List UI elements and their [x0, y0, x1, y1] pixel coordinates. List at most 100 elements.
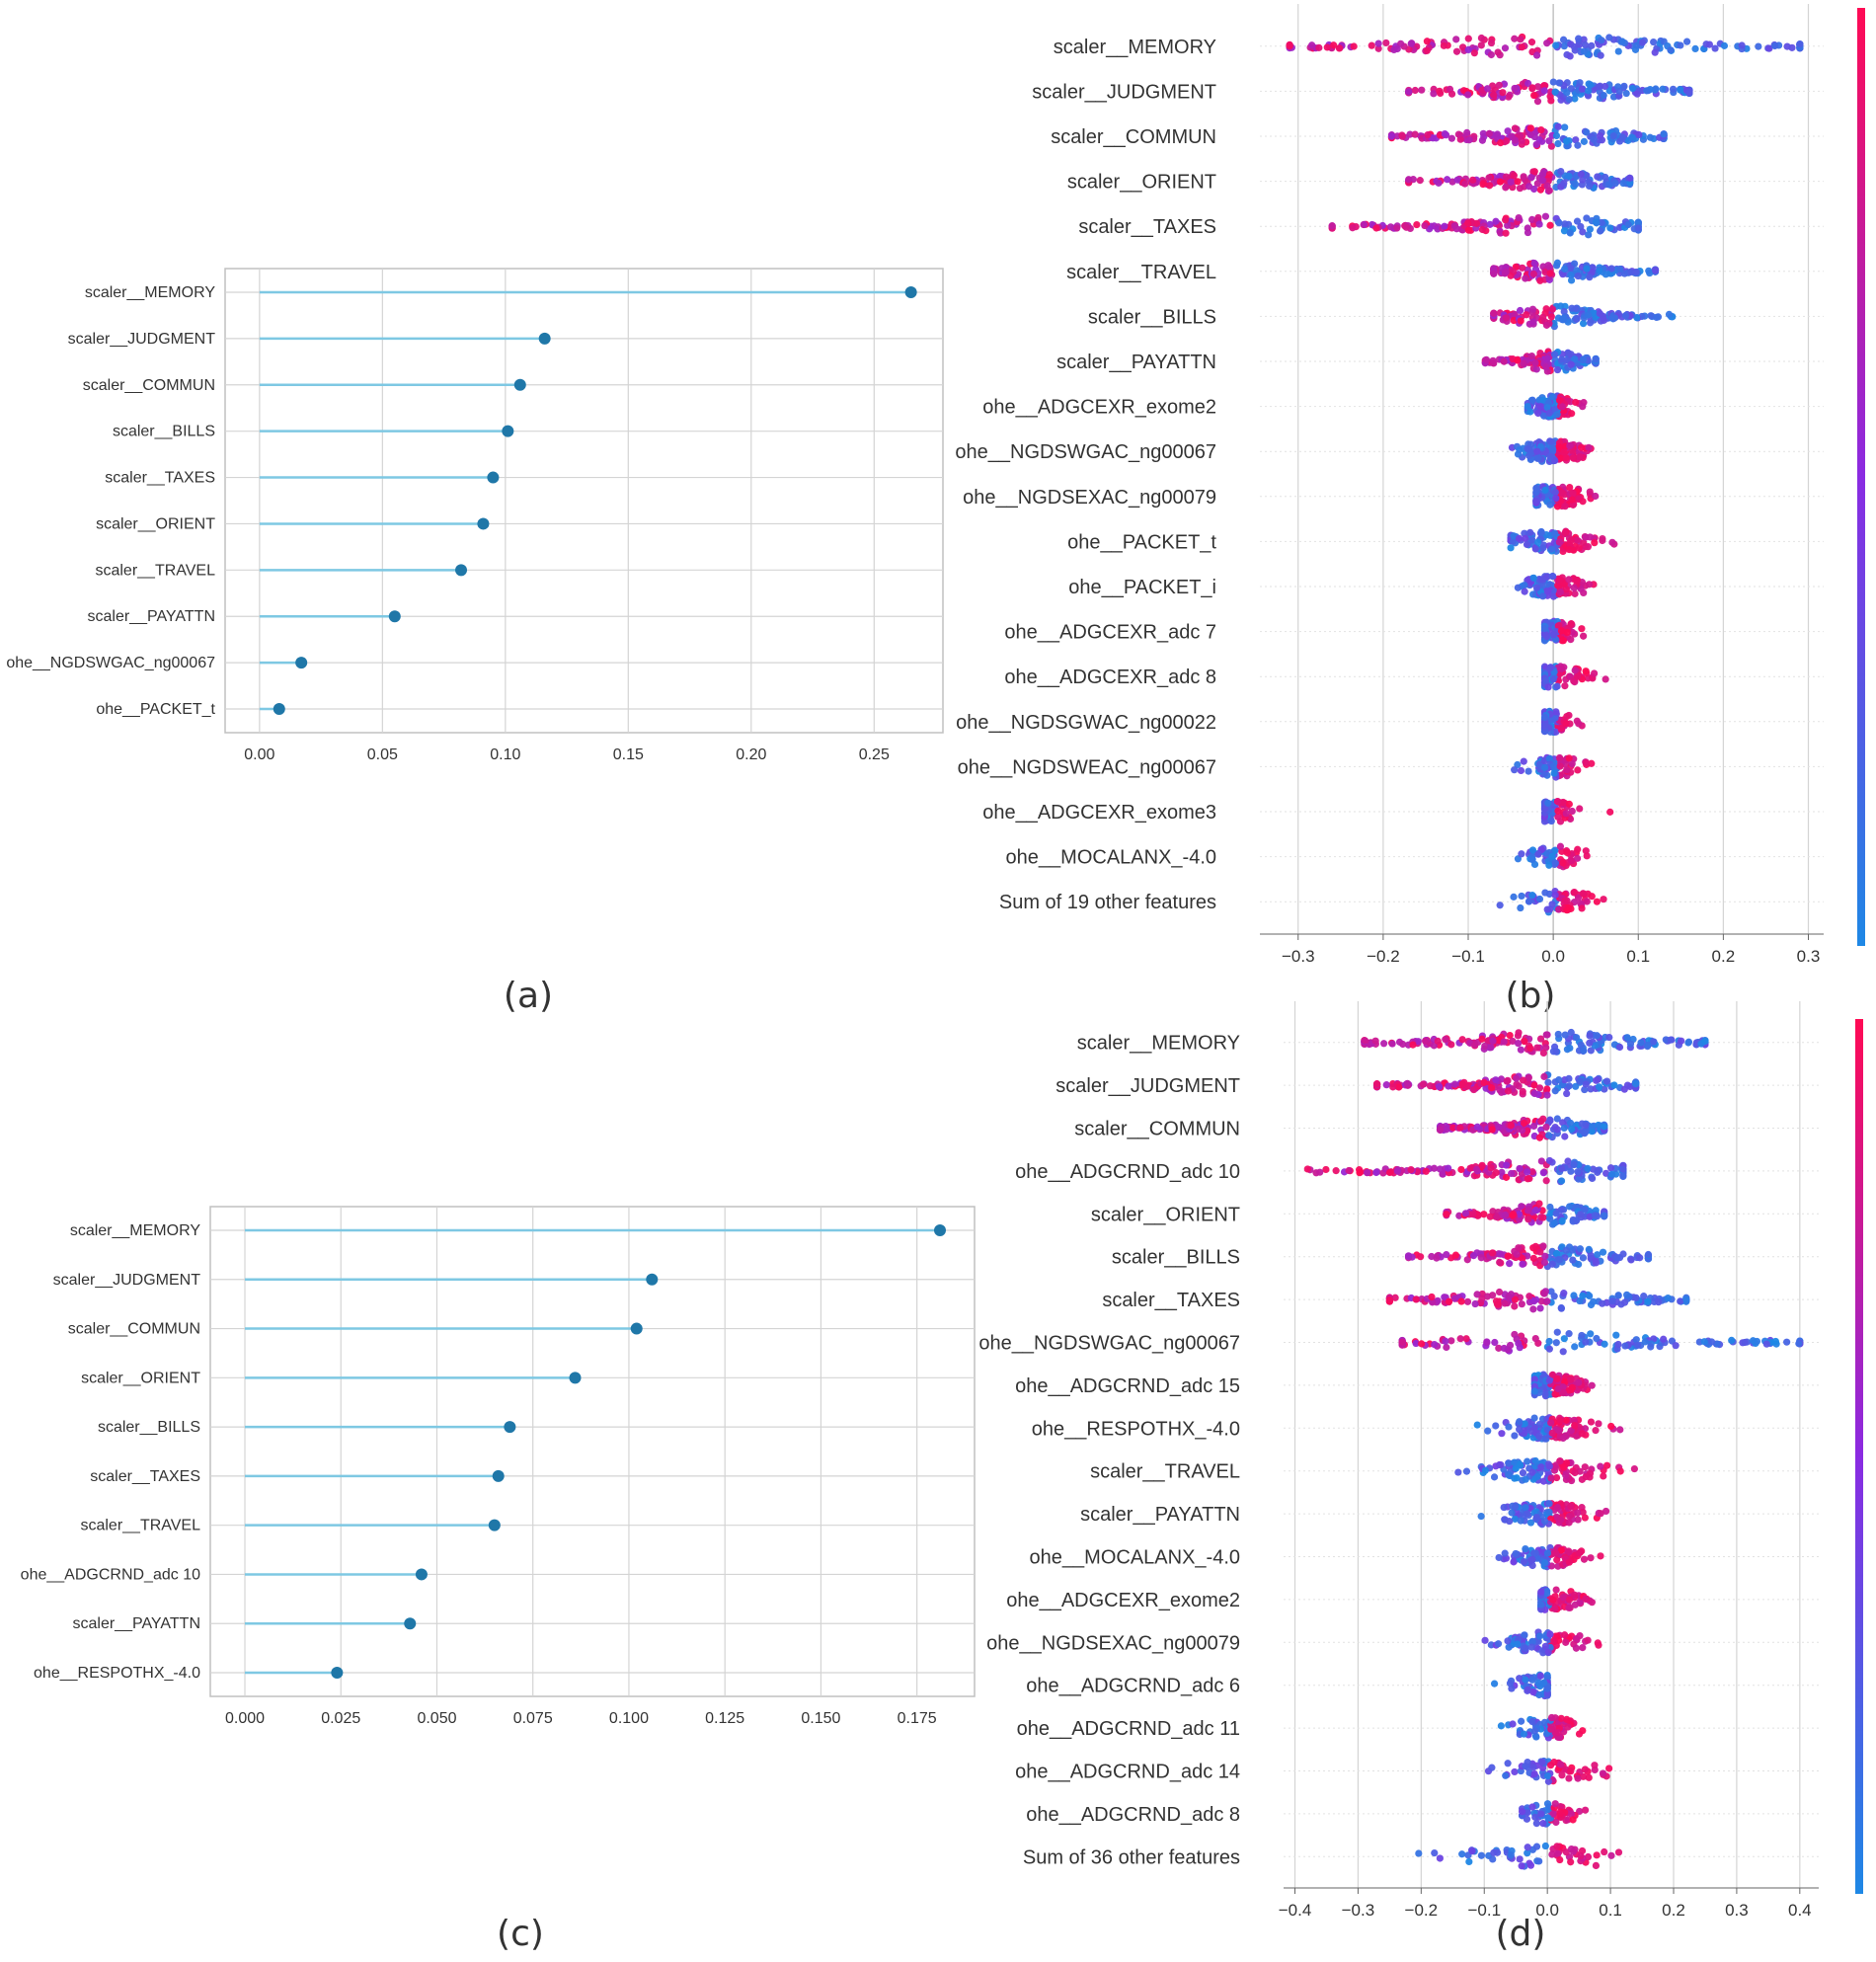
- shap-point: [1529, 1254, 1537, 1262]
- shap-point: [1443, 1251, 1450, 1259]
- x-tick-label: 0.2: [1662, 1901, 1685, 1920]
- shap-point: [1509, 537, 1518, 545]
- marker-scaler-payattn: [388, 610, 401, 623]
- x-tick-label: 0.175: [898, 1710, 937, 1727]
- shap-point: [1549, 78, 1557, 86]
- shap-point: [1506, 1517, 1514, 1526]
- shap-point: [1579, 890, 1588, 898]
- shap-point: [1515, 1339, 1523, 1348]
- shap-point: [1479, 181, 1487, 189]
- shap-point: [1441, 222, 1448, 230]
- shap-point: [1546, 437, 1554, 445]
- shap-point: [1524, 1127, 1531, 1135]
- shap-point: [1460, 1078, 1468, 1086]
- shap-point: [1464, 45, 1472, 54]
- shap-point: [1626, 269, 1634, 276]
- y-tick-label: ohe__ADGCRND_adc 10: [21, 1566, 200, 1583]
- shap-point: [1540, 630, 1549, 638]
- shap-point: [1435, 179, 1443, 187]
- y-tick-label: scaler__JUDGMENT: [1032, 81, 1216, 103]
- shap-point: [1567, 636, 1575, 644]
- shap-point: [1528, 215, 1536, 224]
- shap-point: [1637, 1039, 1645, 1047]
- shap-point: [1568, 759, 1576, 768]
- shap-point: [1478, 225, 1486, 234]
- shap-point: [1547, 1762, 1555, 1769]
- y-tick-label: scaler__BILLS: [1088, 306, 1216, 328]
- y-tick-label: scaler__ORIENT: [81, 1370, 200, 1386]
- shap-point: [1557, 96, 1565, 104]
- shap-point: [1557, 724, 1565, 733]
- shap-point: [1578, 904, 1586, 912]
- y-tick-label: ohe__NGDSGWAC_ng00022: [956, 712, 1216, 734]
- shap-point: [1552, 1339, 1560, 1347]
- shap-point: [1422, 1167, 1430, 1175]
- marker-scaler-payattn: [404, 1617, 417, 1630]
- shap-point: [1783, 1338, 1791, 1346]
- shap-point: [1520, 359, 1527, 367]
- shap-point: [1574, 141, 1582, 149]
- shap-point: [1528, 1676, 1536, 1684]
- shap-point: [1549, 1810, 1557, 1818]
- shap-point: [1436, 1854, 1444, 1862]
- shap-point: [1529, 1122, 1538, 1131]
- shap-point: [1547, 817, 1555, 825]
- colorbar: [1857, 8, 1865, 946]
- shap-point: [1584, 1852, 1593, 1861]
- shap-point: [1543, 1085, 1551, 1093]
- shap-point: [1567, 1844, 1576, 1853]
- shap-point: [1596, 267, 1603, 275]
- shap-point: [1509, 1720, 1517, 1728]
- shap-point: [1494, 1640, 1503, 1648]
- shap-point: [1597, 51, 1604, 59]
- shap-point: [1644, 1041, 1652, 1049]
- shap-point: [1578, 625, 1586, 633]
- shap-point: [1393, 1167, 1402, 1175]
- shap-point: [1580, 632, 1588, 640]
- shap-point: [1501, 44, 1510, 52]
- shap-point: [1588, 759, 1596, 767]
- shap-point: [1490, 359, 1498, 367]
- shap-point: [1567, 1375, 1575, 1383]
- shap-point: [1473, 1123, 1481, 1131]
- y-tick-label: scaler__TRAVEL: [95, 562, 215, 579]
- shap-point: [1535, 1432, 1543, 1441]
- shap-point: [1624, 220, 1632, 229]
- shap-point: [1328, 222, 1336, 230]
- shap-point: [1540, 1258, 1549, 1267]
- shap-point: [1571, 95, 1579, 103]
- shap-point: [1507, 178, 1515, 186]
- shap-point: [1599, 1299, 1606, 1307]
- shap-point: [1559, 1434, 1567, 1443]
- shap-point: [1565, 1604, 1573, 1611]
- shap-point: [1560, 1124, 1568, 1133]
- shap-point: [1516, 1426, 1524, 1434]
- shap-point: [1477, 1254, 1485, 1262]
- shap-point: [1593, 1076, 1601, 1084]
- shap-point: [1672, 1342, 1680, 1350]
- shap-point: [1551, 1087, 1559, 1095]
- shap-point: [1633, 90, 1641, 98]
- shap-point: [1330, 41, 1338, 49]
- y-tick-label: ohe__MOCALANX_-4.0: [1030, 1547, 1240, 1569]
- shap-point: [1660, 130, 1668, 138]
- shap-point: [1579, 355, 1588, 363]
- shap-point: [1565, 1558, 1573, 1566]
- shap-point: [1565, 1513, 1574, 1521]
- shap-point: [1308, 41, 1316, 49]
- shap-point: [1356, 1169, 1364, 1177]
- shap-point: [1526, 1556, 1535, 1564]
- shap-point: [1543, 1297, 1551, 1305]
- shap-point: [1607, 1422, 1615, 1431]
- shap-point: [1507, 544, 1515, 552]
- shap-point: [1524, 402, 1531, 411]
- shap-point: [1580, 36, 1588, 43]
- marker-scaler-commun: [513, 378, 526, 391]
- y-tick-label: scaler__ORIENT: [1091, 1204, 1240, 1225]
- shap-point: [1566, 483, 1574, 492]
- shap-point: [1554, 139, 1562, 148]
- shap-point: [1567, 276, 1576, 284]
- shap-point: [1541, 1558, 1549, 1567]
- shap-point: [1519, 1076, 1527, 1084]
- swarm-ohe-adgcrnd-adc-11: [1497, 1713, 1587, 1742]
